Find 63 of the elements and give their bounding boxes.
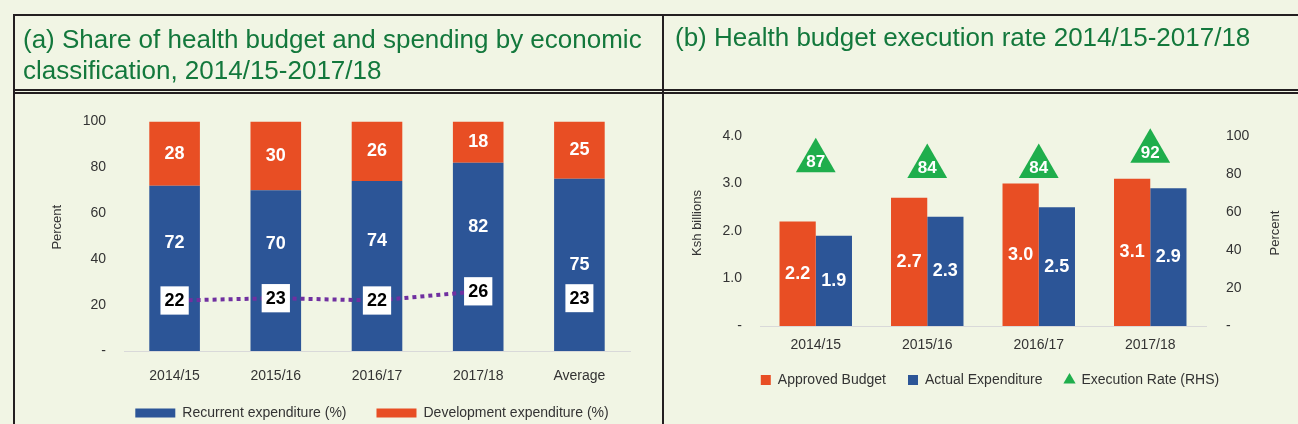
legend-label: Approved Budget — [777, 370, 887, 387]
x-tick-label: 2017/18 — [1124, 336, 1176, 353]
x-tick-label: 2014/15 — [149, 367, 201, 384]
y-tick-label: 20 — [90, 295, 107, 312]
data-label: 75 — [569, 253, 590, 274]
data-label: 72 — [164, 232, 185, 253]
data-label: 30 — [265, 144, 286, 165]
legend-label: Recurrent expenditure (%) — [182, 403, 347, 420]
data-label: 92 — [1140, 142, 1160, 162]
data-label: 84 — [1029, 158, 1049, 178]
data-label: 2.3 — [932, 260, 958, 281]
y-tick-label: 60 — [90, 204, 107, 221]
annotation: 23 — [569, 288, 590, 309]
y-tick-label: 3.0 — [722, 174, 743, 191]
y-tick-label: 80 — [90, 158, 107, 175]
y-tick-label: 100 — [82, 112, 107, 129]
data-label: 25 — [569, 139, 590, 160]
data-label: 2.9 — [1155, 246, 1181, 267]
y-tick-label: - — [101, 341, 107, 358]
chart-title: (b) Health budget execution rate 2014/15-2017/18 — [664, 16, 1298, 94]
y2-tick-label: 60 — [1226, 202, 1242, 219]
data-label: 22 — [366, 290, 388, 311]
data-label: 22 — [164, 290, 185, 311]
y-tick-label: - — [737, 316, 743, 333]
data-label: 23 — [265, 288, 286, 309]
data-label: 3.1 — [1119, 241, 1145, 262]
data-label: 84 — [917, 158, 938, 178]
legend-label: Execution Rate (RHS) — [1081, 370, 1220, 387]
data-label: 3.0 — [1008, 243, 1034, 264]
y2-tick-label: 80 — [1226, 164, 1242, 181]
x-tick-label: 2017/18 — [452, 367, 504, 384]
x-tick-label: 2015/16 — [901, 336, 953, 353]
x-tick-label: 2016/17 — [351, 367, 403, 384]
y-tick-label: 4.0 — [722, 126, 743, 143]
data-label: 18 — [468, 131, 489, 152]
legend-label: Actual Expenditure — [924, 370, 1043, 387]
y-tick-label: 2.0 — [722, 221, 743, 238]
x-tick-label: 2014/15 — [790, 336, 842, 353]
data-label: 87 — [806, 152, 826, 172]
data-label: 1.9 — [821, 269, 847, 290]
chart-title: (a) Share of health budget and spending by economic classification, 2014/15-2017/18 — [15, 16, 662, 94]
y2-tick-label: - — [1226, 316, 1231, 333]
data-label: 2.5 — [1044, 255, 1070, 276]
y2-tick-label: 40 — [1226, 240, 1242, 257]
data-label: 28 — [164, 142, 185, 163]
x-tick-label: Average — [553, 367, 606, 384]
y2-tick-label: 100 — [1226, 126, 1250, 143]
y-tick-label: 1.0 — [722, 269, 743, 286]
y2-tick-label: 20 — [1226, 278, 1242, 295]
data-label: 2.7 — [896, 250, 922, 271]
data-label: 26 — [468, 281, 489, 302]
x-tick-label: 2015/16 — [250, 367, 302, 384]
data-label: 70 — [265, 233, 286, 254]
y-tick-label: 40 — [90, 250, 107, 267]
x-tick-label: 2016/17 — [1013, 336, 1065, 353]
y-axis-title: Ksh billions — [688, 189, 704, 256]
data-label: 82 — [468, 215, 489, 236]
data-label: 26 — [366, 140, 388, 161]
legend-label: Development expenditure (%) — [423, 403, 609, 420]
data-label: 74 — [366, 229, 388, 250]
data-label: 2.2 — [785, 262, 811, 283]
y2-axis-title: Percent — [1266, 210, 1282, 256]
y-axis-title: Percent — [48, 204, 64, 250]
